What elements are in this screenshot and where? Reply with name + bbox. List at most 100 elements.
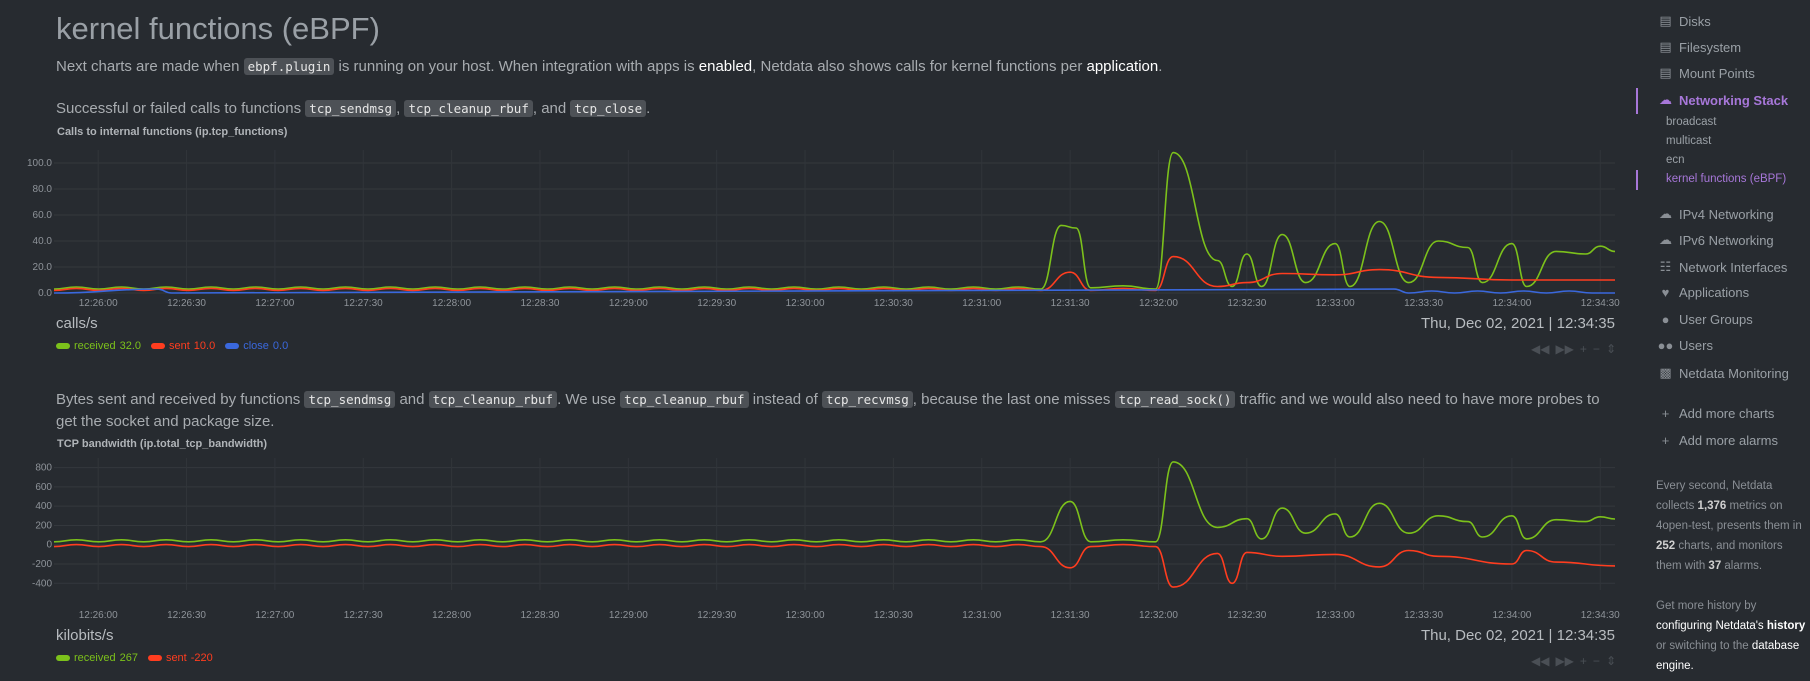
sidebar-item-ipv4[interactable]: ☁ IPv4 Networking <box>1659 206 1774 222</box>
link-database-engine[interactable]: database engine. <box>1656 640 1800 672</box>
x-tick-label: 12:34:30 <box>1581 610 1620 621</box>
legend-received[interactable]: received 32.0 <box>56 340 141 352</box>
code-tcp-cleanup-rbuf: tcp_cleanup_rbuf <box>404 100 533 117</box>
x-tick-label: 12:29:30 <box>697 298 736 309</box>
chart1-datetime: Thu, Dec 02, 2021 | 12:34:35 <box>1420 315 1615 332</box>
y-tick-label: 800 <box>35 463 52 474</box>
sidebar-item-networking-stack[interactable]: ☁ Networking Stack <box>1659 92 1789 108</box>
rewind-icon[interactable]: ◀◀ <box>1530 342 1550 356</box>
x-tick-label: 12:31:00 <box>962 610 1001 621</box>
sidebar-item-applications[interactable]: ♥ Applications <box>1658 285 1749 300</box>
chart1-description: Successful or failed calls to functions … <box>56 100 651 117</box>
cloud-icon: ☁ <box>1659 232 1672 247</box>
chart1-legend: received 32.0 sent 10.0 close 0.0 <box>56 340 288 352</box>
x-tick-label: 12:26:00 <box>79 298 118 309</box>
link-application[interactable]: application <box>1086 58 1159 75</box>
hdd-icon: ▤ <box>1659 65 1672 80</box>
chart1-plot[interactable]: 100.0 80.0 60.0 40.0 20.0 0.0 12:26:00 12:26:30… <box>0 140 1630 310</box>
x-tick-label: 12:27:30 <box>344 610 383 621</box>
sidebar-subitem-broadcast[interactable]: broadcast <box>1666 116 1717 128</box>
sidebar-item-users[interactable]: ●● Users <box>1657 338 1713 353</box>
x-tick-label: 12:30:30 <box>874 298 913 309</box>
chart2-legend: received 267 sent -220 <box>56 652 213 664</box>
chart2-plot[interactable]: 800 600 400 200 0 -200 -400 12:26:00 12:26:30 12:… <box>0 452 1630 622</box>
sidebar-nav: ▤ Disks ▤ Filesystem ▤ Mount Points ☁ Networ… <box>1630 0 1810 681</box>
legend-received[interactable]: received 267 <box>56 652 138 664</box>
plus-icon: + <box>1661 406 1670 421</box>
chart1-title: Calls to internal functions (ip.tcp_func… <box>57 126 288 138</box>
series-line-sent <box>53 255 1615 292</box>
resize-icon[interactable]: ⇕ <box>1605 654 1616 668</box>
sidebar-subitem-kernel-functions[interactable]: kernel functions (eBPF) <box>1666 173 1787 185</box>
sidebar-item-mount-points[interactable]: ▤ Mount Points <box>1659 65 1755 81</box>
sidebar-subitem-ecn[interactable]: ecn <box>1666 154 1685 166</box>
x-tick-label: 12:29:30 <box>697 610 736 621</box>
resize-icon[interactable]: ⇕ <box>1605 342 1616 356</box>
x-tick-label: 12:26:30 <box>167 610 206 621</box>
x-tick-label: 12:34:00 <box>1492 610 1531 621</box>
x-tick-label: 12:30:30 <box>874 610 913 621</box>
y-tick-label: 400 <box>35 501 52 512</box>
x-tick-label: 12:32:30 <box>1227 610 1266 621</box>
link-history[interactable]: history <box>1766 620 1806 632</box>
y-tick-label: -200 <box>32 559 52 570</box>
x-tick-label: 12:33:30 <box>1404 610 1443 621</box>
x-tick-label: 12:31:30 <box>1051 298 1090 309</box>
section-title: kernel functions (eBPF) <box>56 11 380 46</box>
code-ebpf-plugin: ebpf.plugin <box>243 58 335 75</box>
sidebar-item-network-interfaces[interactable]: ☷ Network Interfaces <box>1659 259 1788 275</box>
cloud-icon: ☁ <box>1659 206 1672 221</box>
x-tick-label: 12:30:00 <box>786 610 825 621</box>
link-enabled[interactable]: enabled <box>698 58 753 75</box>
x-tick-label: 12:27:30 <box>344 298 383 309</box>
hdd-icon: ▤ <box>1659 39 1672 54</box>
x-tick-label: 12:29:00 <box>609 610 648 621</box>
y-tick-label: 100.0 <box>27 158 52 169</box>
y-tick-label: 80.0 <box>33 184 53 195</box>
sidebar-item-user-groups[interactable]: ● User Groups <box>1658 312 1753 327</box>
legend-swatch <box>225 343 240 349</box>
chart1-units: calls/s <box>56 315 98 332</box>
users-icon: ●● <box>1657 338 1674 353</box>
y-tick-label: 0.0 <box>38 288 52 299</box>
zoom-in-icon[interactable]: + <box>1579 342 1587 356</box>
x-tick-label: 12:33:00 <box>1316 298 1355 309</box>
zoom-out-icon[interactable]: − <box>1592 342 1600 356</box>
series-line-sent <box>53 543 1616 588</box>
active-indicator <box>1636 88 1638 114</box>
code-tcp-close: tcp_close <box>570 100 647 117</box>
chart2-description: Bytes sent and received by functions tcp… <box>56 391 1600 430</box>
fast-forward-icon[interactable]: ▶▶ <box>1555 342 1574 356</box>
sidebar-item-netdata-monitoring[interactable]: ▩ Netdata Monitoring <box>1659 365 1789 381</box>
y-tick-label: 0 <box>46 540 52 551</box>
sidebar-history: Get more history by configuring Netdata'… <box>1656 600 1806 672</box>
bar-chart-icon: ▩ <box>1659 365 1672 380</box>
y-tick-label: 40.0 <box>33 236 53 247</box>
legend-close[interactable]: close 0.0 <box>225 340 288 352</box>
section-intro: Next charts are made when ebpf.plugin is… <box>56 58 1163 75</box>
legend-swatch <box>56 655 70 661</box>
code-tcp-cleanup-rbuf: tcp_cleanup_rbuf <box>620 391 749 408</box>
y-tick-label: -400 <box>32 578 52 589</box>
legend-sent[interactable]: sent 10.0 <box>151 340 215 352</box>
plus-icon: + <box>1661 433 1670 448</box>
legend-swatch <box>56 343 70 349</box>
sidebar-item-ipv6[interactable]: ☁ IPv6 Networking <box>1659 232 1774 248</box>
zoom-in-icon[interactable]: + <box>1579 654 1587 668</box>
link-configuring-history[interactable]: configuring Netdata's <box>1656 620 1764 632</box>
x-tick-label: 12:27:00 <box>255 298 294 309</box>
main-content: kernel functions (eBPF) Next charts are … <box>0 11 1630 668</box>
rewind-icon[interactable]: ◀◀ <box>1530 654 1550 668</box>
x-tick-label: 12:27:00 <box>255 610 294 621</box>
sidebar-item-filesystem[interactable]: ▤ Filesystem <box>1659 39 1742 55</box>
x-tick-label: 12:32:00 <box>1139 298 1178 309</box>
add-more-alarms-button[interactable]: + Add more alarms <box>1658 433 1778 448</box>
add-more-charts-button[interactable]: + Add more charts <box>1658 406 1775 421</box>
sidebar-subitem-multicast[interactable]: multicast <box>1666 135 1712 147</box>
y-tick-label: 20.0 <box>33 262 53 273</box>
zoom-out-icon[interactable]: − <box>1592 654 1600 668</box>
legend-sent[interactable]: sent -220 <box>147 652 213 664</box>
fast-forward-icon[interactable]: ▶▶ <box>1555 654 1574 668</box>
sidebar-item-disks[interactable]: ▤ Disks <box>1659 13 1711 29</box>
sidebar-stats: Every second, Netdata collects 1,376 met… <box>1656 480 1802 572</box>
